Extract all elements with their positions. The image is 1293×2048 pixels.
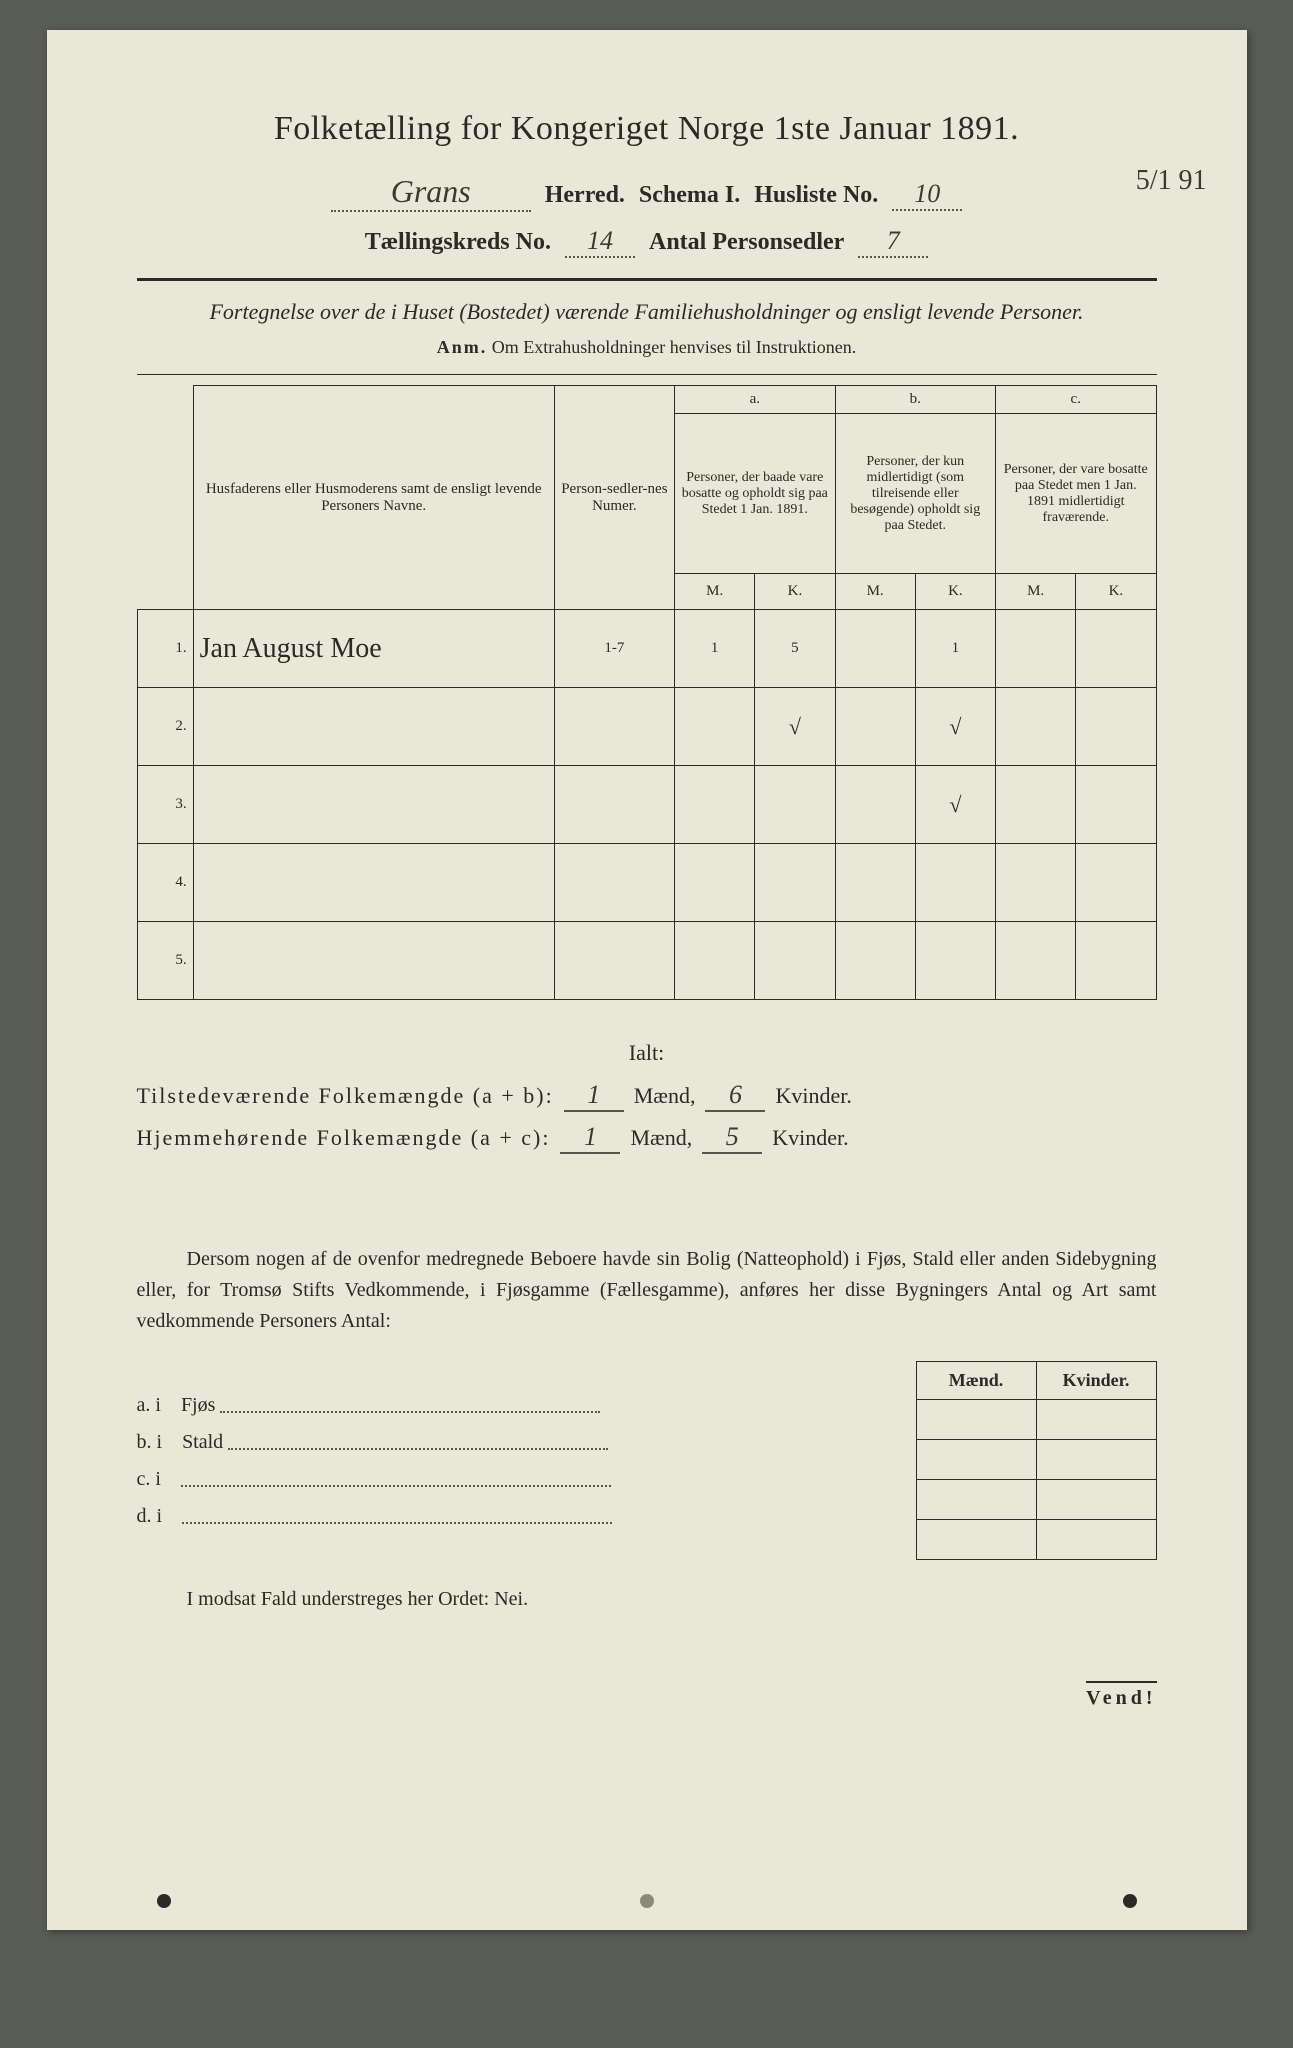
subtitle: Fortegnelse over de i Huset (Bostedet) v… [137, 299, 1157, 325]
herred-label: Herred. [545, 182, 625, 209]
husliste-label: Husliste No. [754, 182, 878, 209]
census-form-page: Folketælling for Kongeriget Norge 1ste J… [47, 30, 1247, 1930]
header-row-2: Tællingskreds No. 14 Antal Personsedler … [137, 226, 1157, 258]
totals-row-1: Tilstedeværende Folkemængde (a + b): 1 M… [137, 1080, 1157, 1112]
schema-label: Schema I. [639, 182, 740, 209]
list-item: a. i Fjøs [137, 1394, 757, 1417]
rule-1 [137, 278, 1157, 281]
col-b-m: M. [835, 574, 915, 610]
col-num: Person-sedler-nes Numer. [554, 386, 674, 610]
building-list: a. i Fjøs b. i Stald c. i d. i [137, 1394, 757, 1528]
col-c-k: K. [1076, 574, 1156, 610]
anm-prefix: Anm. [437, 337, 488, 357]
totals-row-2: Hjemmehørende Folkemængde (a + c): 1 Mæn… [137, 1122, 1157, 1154]
page-title: Folketælling for Kongeriget Norge 1ste J… [137, 110, 1157, 148]
husliste-value: 10 [892, 179, 962, 211]
punch-hole-icon [640, 1894, 654, 1908]
table-row: 3. √ [137, 766, 1156, 844]
rule-2 [137, 374, 1157, 375]
table-row: 5. [137, 922, 1156, 1000]
kreds-label: Tællingskreds No. [365, 229, 551, 256]
punch-hole-icon [157, 1894, 171, 1908]
anm-line: Anm. Om Extrahusholdninger henvises til … [137, 337, 1157, 358]
totals-block: Ialt: Tilstedeværende Folkemængde (a + b… [137, 1040, 1157, 1154]
table-row: 1. Jan August Moe 1-7 1 5 1 [137, 610, 1156, 688]
col-b-k: K. [915, 574, 995, 610]
row-num: 1-7 [554, 610, 674, 688]
col-c: Personer, der vare bosatte paa Stedet me… [996, 414, 1157, 574]
antal-value: 7 [858, 226, 928, 258]
col-a: Personer, der baade vare bosatte og opho… [675, 414, 835, 574]
list-item: b. i Stald [137, 1431, 757, 1454]
col-b: Personer, der kun midlertidigt (som tilr… [835, 414, 995, 574]
col-c-label: c. [996, 386, 1157, 414]
explanatory-paragraph: Dersom nogen af de ovenfor medregnede Be… [137, 1244, 1157, 1337]
main-table: Husfaderens eller Husmoderens samt de en… [137, 385, 1157, 1000]
row-name: Jan August Moe [193, 610, 554, 688]
vend-label: Vend! [1086, 1681, 1156, 1710]
col-c-m: M. [996, 574, 1076, 610]
anm-text: Om Extrahusholdninger henvises til Instr… [492, 337, 856, 357]
kreds-value: 14 [565, 226, 635, 258]
small-col-kvinder: Kvinder. [1036, 1362, 1156, 1400]
list-item: d. i [137, 1505, 757, 1528]
header-row-1: Grans Herred. Schema I. Husliste No. 10 … [137, 173, 1157, 212]
small-table: Mænd. Kvinder. [916, 1361, 1157, 1560]
table-row: 2. √ √ [137, 688, 1156, 766]
col-a-m: M. [675, 574, 755, 610]
footer-instruction: I modsat Fald understreges her Ordet: Ne… [137, 1588, 1157, 1611]
ialt-label: Ialt: [137, 1040, 1157, 1066]
list-item: c. i [137, 1468, 757, 1491]
herred-value: Grans [331, 173, 531, 212]
table-row: 4. [137, 844, 1156, 922]
antal-label: Antal Personsedler [649, 229, 844, 256]
small-col-maend: Mænd. [916, 1362, 1036, 1400]
margin-date: 5/1 91 [1136, 165, 1207, 197]
col-name: Husfaderens eller Husmoderens samt de en… [193, 386, 554, 610]
col-a-k: K. [755, 574, 835, 610]
punch-hole-icon [1123, 1894, 1137, 1908]
col-b-label: b. [835, 386, 995, 414]
col-a-label: a. [675, 386, 835, 414]
